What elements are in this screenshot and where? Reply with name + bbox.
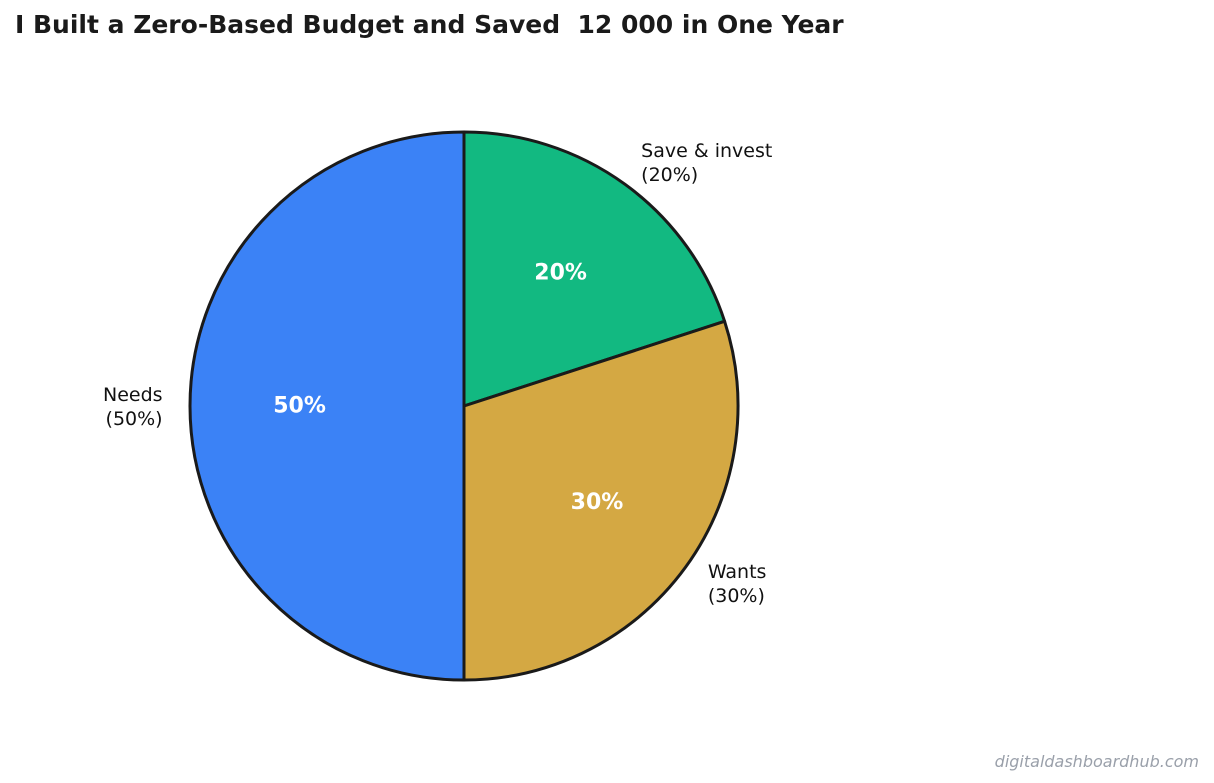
slice-category-label: Wants (30%) (708, 561, 767, 607)
watermark: digitaldashboardhub.com (994, 752, 1199, 771)
slice-category-label: Needs (50%) (103, 384, 163, 430)
slice-percent-label: 30% (571, 490, 624, 515)
chart-title: I Built a Zero-Based Budget and Saved 12… (15, 10, 844, 39)
pie-slice-save-invest (462, 130, 727, 408)
slice-percent-label: 20% (534, 260, 587, 285)
pie-slice-wants (462, 319, 740, 682)
pie-labels: 20% Save & invest (20%) 30% Wants (30%) 50% Nee… (103, 140, 772, 607)
pie-slice-needs (188, 130, 466, 682)
slice-category-label: Save & invest (20%) (641, 140, 772, 186)
slice-percent-label: 50% (273, 394, 326, 419)
pie-slices (188, 130, 740, 682)
